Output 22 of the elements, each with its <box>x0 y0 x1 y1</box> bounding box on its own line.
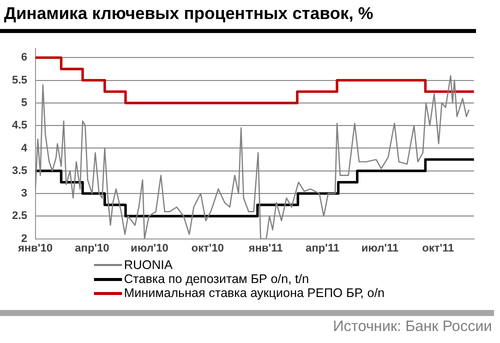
text: Источник: Банк России <box>332 318 492 335</box>
x-tick-label: июл'10 <box>130 242 168 254</box>
x-tick-label: окт'10 <box>191 242 224 254</box>
legend-label: Минимальная ставка аукциона РЕПО БР, o/n <box>124 286 385 300</box>
y-tick-label: 2.5 <box>12 210 28 222</box>
y-tick-label: 5.5 <box>12 74 28 86</box>
y-tick-label: 3.5 <box>12 164 28 177</box>
legend-label: RUONIA <box>124 258 173 272</box>
x-tick-label: окт'11 <box>422 242 454 254</box>
chart-title: Динамика ключевых процентных ставок, % <box>4 4 374 24</box>
y-tick-label: 3 <box>21 188 28 200</box>
legend-label: Ставка по депозитам БР o/n, t/n <box>124 272 309 286</box>
y-tick-label: 2 <box>21 232 28 245</box>
x-tick-label: янв'11 <box>248 242 283 254</box>
y-tick-label: 4 <box>21 142 28 154</box>
x-tick-label: апр'10 <box>74 242 110 254</box>
x-tick-label: апр'11 <box>306 242 340 254</box>
x-tick-label: июл'11 <box>361 242 399 254</box>
y-tick-label: 5 <box>21 96 28 109</box>
y-tick-label: 4.5 <box>12 120 28 132</box>
x-tick-label: янв'10 <box>18 242 53 254</box>
y-tick-label: 6 <box>21 52 28 64</box>
